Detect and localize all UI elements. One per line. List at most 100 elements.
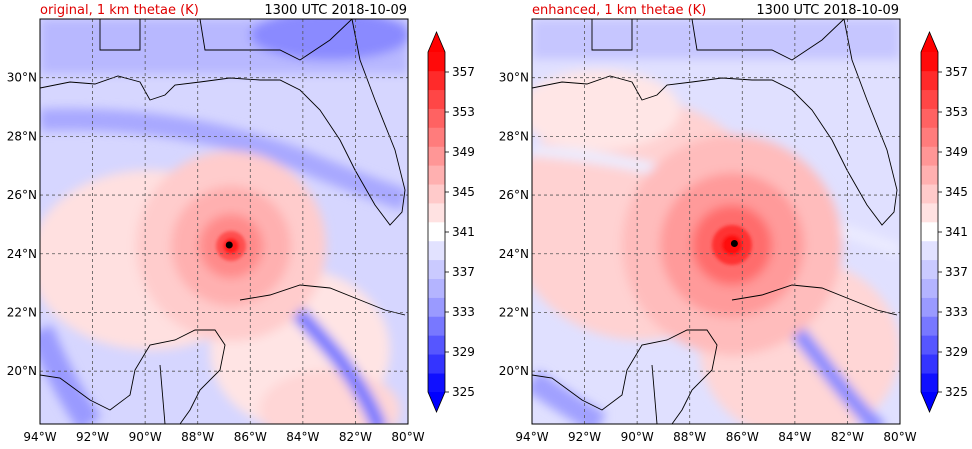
colorbar-segment <box>428 354 445 374</box>
colorbar-segment <box>921 165 938 185</box>
left-colorbar: 325 329 333 337 341 345 349 353 357 <box>427 30 475 414</box>
colorbar-segment <box>921 259 938 279</box>
colorbar-segment <box>428 222 445 242</box>
colorbar-segment <box>921 373 938 393</box>
colorbar-segment <box>921 335 938 355</box>
lon-tick-label: 80°W <box>391 430 424 444</box>
colorbar-segment <box>921 297 938 317</box>
lon-tick-label: 86°W <box>234 430 267 444</box>
colorbar-over-arrow <box>428 32 445 52</box>
left-axis-ticks: 94°W 92°W 90°W 88°W 86°W 84°W 82°W 80°W 20°N 22°N… <box>7 71 425 444</box>
colorbar-segment <box>921 70 938 91</box>
colorbar-tick-label: 337 <box>452 265 475 279</box>
lat-tick-label: 30°N <box>499 71 529 85</box>
lat-tick-label: 28°N <box>499 129 529 143</box>
colorbar-segment <box>921 52 938 72</box>
lon-tick-label: 92°W <box>568 430 601 444</box>
colorbar-segment <box>921 354 938 374</box>
colorbar-segment <box>428 52 445 72</box>
colorbar-segment <box>428 146 445 166</box>
colorbar-segment <box>428 70 445 91</box>
colorbar-segment <box>428 297 445 317</box>
colorbar-segment <box>921 240 938 261</box>
colorbar-tick-label: 357 <box>452 65 475 79</box>
lat-tick-label: 30°N <box>7 71 37 85</box>
colorbar-tick-label: 345 <box>452 185 475 199</box>
lat-tick-label: 22°N <box>7 305 37 319</box>
lon-tick-label: 94°W <box>515 430 548 444</box>
lon-tick-label: 94°W <box>23 430 56 444</box>
colorbar-tick-label: 333 <box>945 305 968 319</box>
right-map-panel: enhanced, 1 km thetae (K) 1300 UTC 2018-… <box>499 3 968 444</box>
lon-tick-label: 82°W <box>339 430 372 444</box>
lon-tick-label: 84°W <box>286 430 319 444</box>
lon-tick-label: 82°W <box>831 430 864 444</box>
left-storm-center-marker <box>225 241 233 249</box>
right-storm-center-marker <box>730 240 738 248</box>
lat-tick-label: 22°N <box>499 305 529 319</box>
colorbar-segment <box>921 203 938 223</box>
colorbar-segment <box>428 203 445 223</box>
lon-tick-label: 90°W <box>621 430 654 444</box>
lon-tick-label: 80°W <box>883 430 916 444</box>
colorbar-segment <box>428 335 445 355</box>
colorbar-tick-label: 345 <box>945 185 968 199</box>
lat-tick-label: 26°N <box>7 188 37 202</box>
right-colorbar: 325 329 333 337 341 345 349 353 357 <box>920 30 968 414</box>
right-panel-time: 1300 UTC 2018-10-09 <box>756 3 899 18</box>
lon-tick-label: 88°W <box>673 430 706 444</box>
lat-tick-label: 20°N <box>499 364 529 378</box>
colorbar-segment <box>921 316 938 336</box>
colorbar-segment <box>428 108 445 128</box>
colorbar-tick-label: 353 <box>452 105 475 119</box>
colorbar-segment <box>428 316 445 336</box>
left-graticule <box>40 19 408 424</box>
lon-tick-label: 92°W <box>76 430 109 444</box>
colorbar-tick-label: 341 <box>452 225 475 239</box>
colorbar-tick-label: 325 <box>452 385 475 399</box>
colorbar-segment <box>921 108 938 128</box>
lat-tick-label: 24°N <box>499 247 529 261</box>
left-map-frame <box>39 18 409 425</box>
lon-tick-label: 88°W <box>181 430 214 444</box>
lat-tick-label: 28°N <box>7 129 37 143</box>
right-graticule <box>532 19 900 424</box>
colorbar-segment <box>921 89 938 109</box>
colorbar-tick-label: 349 <box>945 145 968 159</box>
colorbar-tick-label: 325 <box>945 385 968 399</box>
colorbar-segment <box>921 222 938 242</box>
lat-tick-label: 24°N <box>7 247 37 261</box>
colorbar-tick-label: 337 <box>945 265 968 279</box>
lon-tick-label: 90°W <box>129 430 162 444</box>
lon-tick-label: 86°W <box>726 430 759 444</box>
colorbar-segment <box>921 278 938 298</box>
colorbar-segment <box>921 184 938 204</box>
colorbar-segment <box>921 127 938 147</box>
colorbar-segment <box>428 127 445 147</box>
colorbar-segment <box>428 373 445 393</box>
colorbar-tick-label: 333 <box>452 305 475 319</box>
colorbar-segment <box>428 259 445 279</box>
colorbar-segment <box>921 146 938 166</box>
colorbar-tick-label: 341 <box>945 225 968 239</box>
right-axis-ticks: 94°W 92°W 90°W 88°W 86°W 84°W 82°W 80°W 20°N 22°N… <box>499 71 917 444</box>
colorbar-segment <box>428 278 445 298</box>
colorbar-under-arrow <box>921 392 938 412</box>
left-map-panel: original, 1 km thetae (K) 1300 UTC 2018-… <box>7 3 475 444</box>
colorbar-segment <box>428 240 445 261</box>
right-coastlines <box>532 19 898 424</box>
colorbar-tick-label: 329 <box>945 345 968 359</box>
lon-tick-label: 84°W <box>778 430 811 444</box>
colorbar-tick-label: 349 <box>452 145 475 159</box>
colorbar-tick-label: 329 <box>452 345 475 359</box>
colorbar-under-arrow <box>428 392 445 412</box>
lat-tick-label: 26°N <box>499 188 529 202</box>
right-map-frame <box>531 18 901 425</box>
colorbar-segment <box>428 89 445 109</box>
left-thetae-field <box>40 19 408 424</box>
left-panel-title: original, 1 km thetae (K) <box>40 3 199 18</box>
lat-tick-label: 20°N <box>7 364 37 378</box>
right-panel-title: enhanced, 1 km thetae (K) <box>532 3 706 18</box>
colorbar-over-arrow <box>921 32 938 52</box>
colorbar-tick-label: 353 <box>945 105 968 119</box>
